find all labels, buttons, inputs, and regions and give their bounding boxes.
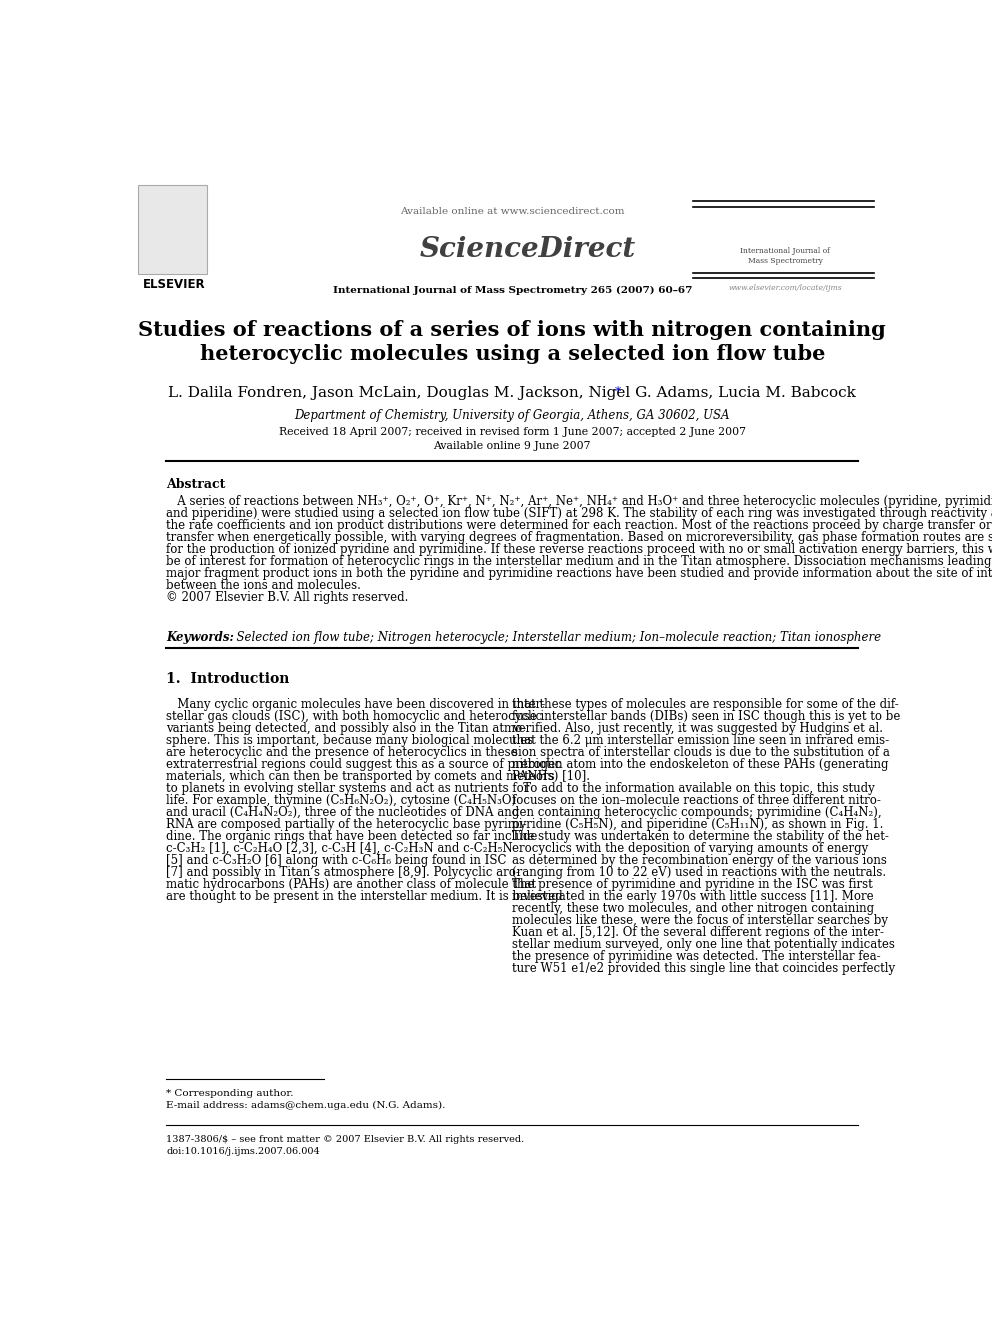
Text: Abstract: Abstract bbox=[167, 479, 225, 491]
Text: * Corresponding author.: * Corresponding author. bbox=[167, 1089, 294, 1098]
Text: Kuan et al. [5,12]. Of the several different regions of the inter-: Kuan et al. [5,12]. Of the several diffe… bbox=[512, 926, 884, 939]
Text: Selected ion flow tube; Nitrogen heterocycle; Interstellar medium; Ion–molecule : Selected ion flow tube; Nitrogen heteroc… bbox=[229, 631, 882, 644]
Text: transfer when energetically possible, with varying degrees of fragmentation. Bas: transfer when energetically possible, wi… bbox=[167, 532, 992, 544]
Text: A series of reactions between NH₃⁺, O₂⁺, O⁺, Kr⁺, N⁺, N₂⁺, Ar⁺, Ne⁺, NH₄⁺ and H₃: A series of reactions between NH₃⁺, O₂⁺,… bbox=[167, 495, 992, 508]
Text: major fragment product ions in both the pyridine and pyrimidine reactions have b: major fragment product ions in both the … bbox=[167, 568, 992, 581]
Text: E-mail address: adams@chem.uga.edu (N.G. Adams).: E-mail address: adams@chem.uga.edu (N.G.… bbox=[167, 1101, 445, 1110]
Text: The presence of pyrimidine and pyridine in the ISC was first: The presence of pyrimidine and pyridine … bbox=[512, 877, 873, 890]
Text: recently, these two molecules, and other nitrogen containing: recently, these two molecules, and other… bbox=[512, 902, 874, 914]
Text: Available online at www.sciencedirect.com: Available online at www.sciencedirect.co… bbox=[400, 206, 625, 216]
Text: focuses on the ion–molecule reactions of three different nitro-: focuses on the ion–molecule reactions of… bbox=[512, 794, 881, 807]
Text: variants being detected, and possibly also in the Titan atmo-: variants being detected, and possibly al… bbox=[167, 722, 527, 734]
Text: International Journal of Mass Spectrometry 265 (2007) 60–67: International Journal of Mass Spectromet… bbox=[332, 286, 692, 295]
Text: Available online 9 June 2007: Available online 9 June 2007 bbox=[434, 441, 591, 451]
Text: sion spectra of interstellar clouds is due to the substitution of a: sion spectra of interstellar clouds is d… bbox=[512, 746, 890, 759]
Text: RNA are composed partially of the heterocyclic base pyrimi-: RNA are composed partially of the hetero… bbox=[167, 818, 527, 831]
Text: Many cyclic organic molecules have been discovered in inter-: Many cyclic organic molecules have been … bbox=[167, 697, 546, 710]
Text: Studies of reactions of a series of ions with nitrogen containing: Studies of reactions of a series of ions… bbox=[138, 320, 886, 340]
Text: to planets in evolving stellar systems and act as nutrients for: to planets in evolving stellar systems a… bbox=[167, 782, 530, 795]
Text: matic hydrocarbons (PAHs) are another class of molecule that: matic hydrocarbons (PAHs) are another cl… bbox=[167, 877, 537, 890]
Text: www.elsevier.com/locate/ijms: www.elsevier.com/locate/ijms bbox=[728, 283, 842, 291]
Text: stellar gas clouds (ISC), with both homocyclic and heterocyclic: stellar gas clouds (ISC), with both homo… bbox=[167, 709, 543, 722]
Text: investigated in the early 1970s with little success [11]. More: investigated in the early 1970s with lit… bbox=[512, 890, 874, 902]
Text: The study was undertaken to determine the stability of the het-: The study was undertaken to determine th… bbox=[512, 830, 889, 843]
Text: (ranging from 10 to 22 eV) used in reactions with the neutrals.: (ranging from 10 to 22 eV) used in react… bbox=[512, 865, 887, 878]
Text: PANHs) [10].: PANHs) [10]. bbox=[512, 770, 590, 783]
Text: 1.  Introduction: 1. Introduction bbox=[167, 672, 290, 685]
Text: *: * bbox=[614, 386, 621, 400]
Text: L. Dalila Fondren, Jason McLain, Douglas M. Jackson, Nigel G. Adams, Lucia M. Ba: L. Dalila Fondren, Jason McLain, Douglas… bbox=[169, 386, 856, 400]
Text: heterocyclic molecules using a selected ion flow tube: heterocyclic molecules using a selected … bbox=[199, 344, 825, 364]
Text: pyridine (C₅H₅N), and piperidine (C₅H₁₁N), as shown in Fig. 1.: pyridine (C₅H₅N), and piperidine (C₅H₁₁N… bbox=[512, 818, 884, 831]
Text: [5] and c-C₃H₂O [6] along with c-C₆H₆ being found in ISC: [5] and c-C₃H₂O [6] along with c-C₆H₆ be… bbox=[167, 853, 507, 867]
Text: International Journal of
Mass Spectrometry: International Journal of Mass Spectromet… bbox=[740, 247, 830, 265]
Text: © 2007 Elsevier B.V. All rights reserved.: © 2007 Elsevier B.V. All rights reserved… bbox=[167, 591, 409, 605]
Text: Department of Chemistry, University of Georgia, Athens, GA 30602, USA: Department of Chemistry, University of G… bbox=[295, 409, 730, 422]
Text: molecules like these, were the focus of interstellar searches by: molecules like these, were the focus of … bbox=[512, 914, 888, 926]
Text: are thought to be present in the interstellar medium. It is believed: are thought to be present in the interst… bbox=[167, 890, 563, 902]
Text: ELSEVIER: ELSEVIER bbox=[143, 278, 205, 291]
Text: fuse interstellar bands (DIBs) seen in ISC though this is yet to be: fuse interstellar bands (DIBs) seen in I… bbox=[512, 709, 901, 722]
Text: materials, which can then be transported by comets and meteors: materials, which can then be transported… bbox=[167, 770, 555, 783]
Text: life. For example, thymine (C₅H₆N₂O₂), cytosine (C₄H₅N₃O): life. For example, thymine (C₅H₆N₂O₂), c… bbox=[167, 794, 517, 807]
Text: are heterocyclic and the presence of heterocyclics in these: are heterocyclic and the presence of het… bbox=[167, 746, 518, 759]
Text: that the 6.2 μm interstellar emission line seen in infrared emis-: that the 6.2 μm interstellar emission li… bbox=[512, 734, 890, 746]
Text: doi:10.1016/j.ijms.2007.06.004: doi:10.1016/j.ijms.2007.06.004 bbox=[167, 1147, 320, 1156]
Text: ScienceDirect: ScienceDirect bbox=[420, 235, 636, 263]
Text: gen containing heterocyclic compounds; pyrimidine (C₄H₄N₂),: gen containing heterocyclic compounds; p… bbox=[512, 806, 882, 819]
Text: be of interest for formation of heterocyclic rings in the interstellar medium an: be of interest for formation of heterocy… bbox=[167, 556, 992, 569]
Text: 1387-3806/$ – see front matter © 2007 Elsevier B.V. All rights reserved.: 1387-3806/$ – see front matter © 2007 El… bbox=[167, 1135, 525, 1144]
Text: extraterrestrial regions could suggest this as a source of prebiotic: extraterrestrial regions could suggest t… bbox=[167, 758, 561, 771]
Text: sphere. This is important, because many biological molecules: sphere. This is important, because many … bbox=[167, 734, 534, 746]
Text: nitrogen atom into the endoskeleton of these PAHs (generating: nitrogen atom into the endoskeleton of t… bbox=[512, 758, 889, 771]
Text: stellar medium surveyed, only one line that potentially indicates: stellar medium surveyed, only one line t… bbox=[512, 938, 895, 951]
Text: [7] and possibly in Titan’s atmosphere [8,9]. Polycyclic aro-: [7] and possibly in Titan’s atmosphere [… bbox=[167, 865, 520, 878]
Text: the rate coefficients and ion product distributions were determined for each rea: the rate coefficients and ion product di… bbox=[167, 519, 992, 532]
Text: dine. The organic rings that have been detected so far include: dine. The organic rings that have been d… bbox=[167, 830, 538, 843]
Text: and piperidine) were studied using a selected ion flow tube (SIFT) at 298 K. The: and piperidine) were studied using a sel… bbox=[167, 507, 992, 520]
Text: that these types of molecules are responsible for some of the dif-: that these types of molecules are respon… bbox=[512, 697, 899, 710]
Text: Keywords:: Keywords: bbox=[167, 631, 234, 644]
Text: as determined by the recombination energy of the various ions: as determined by the recombination energ… bbox=[512, 853, 887, 867]
Text: To add to the information available on this topic, this study: To add to the information available on t… bbox=[512, 782, 875, 795]
Text: between the ions and molecules.: between the ions and molecules. bbox=[167, 579, 361, 593]
Text: for the production of ionized pyridine and pyrimidine. If these reverse reaction: for the production of ionized pyridine a… bbox=[167, 544, 992, 556]
Text: and uracil (C₄H₄N₂O₂), three of the nucleotides of DNA and: and uracil (C₄H₄N₂O₂), three of the nucl… bbox=[167, 806, 520, 819]
Text: the presence of pyrimidine was detected. The interstellar fea-: the presence of pyrimidine was detected.… bbox=[512, 950, 881, 963]
Text: verified. Also, just recently, it was suggested by Hudgins et al.: verified. Also, just recently, it was su… bbox=[512, 722, 883, 734]
FancyBboxPatch shape bbox=[138, 185, 207, 274]
Text: Received 18 April 2007; received in revised form 1 June 2007; accepted 2 June 20: Received 18 April 2007; received in revi… bbox=[279, 427, 746, 437]
Text: c-C₃H₂ [1], c-C₂H₄O [2,3], c-C₃H [4], c-C₂H₃N and c-C₂H₅N: c-C₃H₂ [1], c-C₂H₄O [2,3], c-C₃H [4], c-… bbox=[167, 841, 513, 855]
Text: erocyclics with the deposition of varying amounts of energy: erocyclics with the deposition of varyin… bbox=[512, 841, 868, 855]
Text: ture W51 e1/e2 provided this single line that coincides perfectly: ture W51 e1/e2 provided this single line… bbox=[512, 962, 896, 975]
